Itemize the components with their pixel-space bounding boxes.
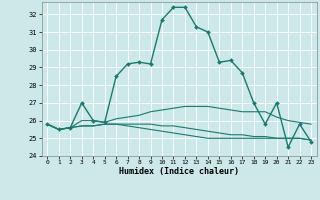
X-axis label: Humidex (Indice chaleur): Humidex (Indice chaleur): [119, 167, 239, 176]
